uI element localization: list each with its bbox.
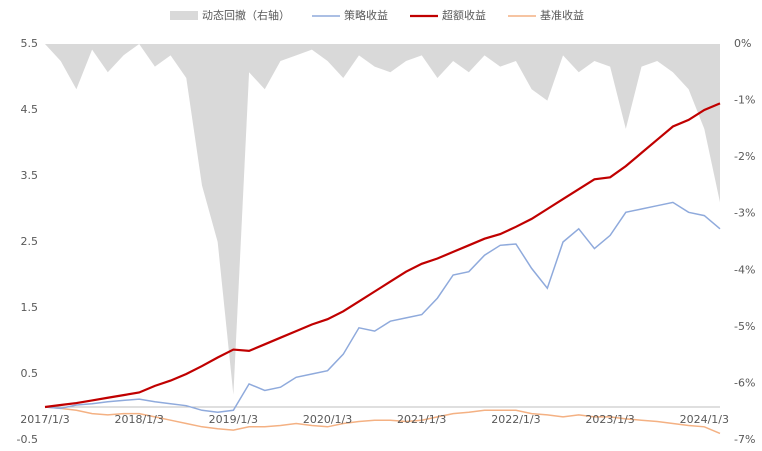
legend-label: 超额收益 <box>442 8 486 22</box>
y-tick-label: -0.5 <box>17 433 38 446</box>
x-tick-label: 2022/1/3 <box>491 413 540 426</box>
legend-label: 策略收益 <box>344 8 388 22</box>
series-line <box>44 201 721 414</box>
y2-tick-label: -2% <box>734 150 755 163</box>
y2-tick-label: -1% <box>734 94 755 107</box>
y2-tick-label: -7% <box>734 433 755 446</box>
y-tick-label: 4.5 <box>21 103 39 116</box>
y2-tick-label: -3% <box>734 207 755 220</box>
y2-tick-label: -4% <box>734 263 755 276</box>
y-tick-label: 2.5 <box>21 235 39 248</box>
legend-swatch <box>170 11 198 20</box>
x-tick-label: 2018/1/3 <box>114 413 163 426</box>
x-tick-label: 2024/1/3 <box>680 413 729 426</box>
y2-tick-label: -5% <box>734 320 755 333</box>
y-tick-label: 3.5 <box>21 169 39 182</box>
x-tick-label: 2023/1/3 <box>585 413 634 426</box>
series-line <box>44 102 721 409</box>
y2-tick-label: -6% <box>734 376 755 389</box>
drawdown-area <box>45 44 720 395</box>
legend-label: 动态回撤（右轴） <box>202 8 290 22</box>
y-tick-label: 5.5 <box>21 37 39 50</box>
x-tick-label: 2020/1/3 <box>303 413 352 426</box>
x-tick-label: 2017/1/3 <box>20 413 69 426</box>
y-tick-label: 0.5 <box>21 367 39 380</box>
legend-label: 基准收益 <box>540 8 584 22</box>
y2-tick-label: 0% <box>734 37 751 50</box>
series-line <box>44 406 721 435</box>
x-tick-label: 2021/1/3 <box>397 413 446 426</box>
x-tick-label: 2019/1/3 <box>209 413 258 426</box>
y-tick-label: 1.5 <box>21 301 39 314</box>
